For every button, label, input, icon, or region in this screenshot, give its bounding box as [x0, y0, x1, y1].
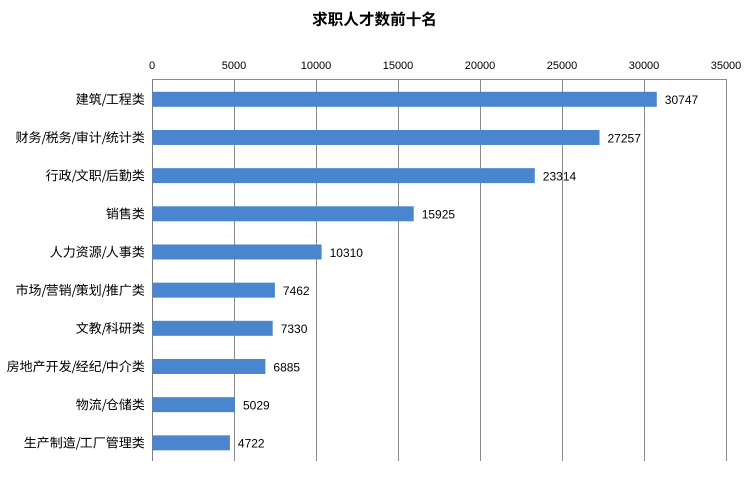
svg-text:30000: 30000: [629, 60, 660, 72]
svg-text:15000: 15000: [383, 60, 414, 72]
svg-text:6885: 6885: [273, 360, 300, 374]
svg-text:23314: 23314: [543, 170, 577, 184]
svg-text:7462: 7462: [283, 284, 310, 298]
svg-text:25000: 25000: [547, 60, 578, 72]
svg-text:7330: 7330: [281, 322, 308, 336]
svg-text:20000: 20000: [465, 60, 496, 72]
svg-text:15925: 15925: [422, 208, 456, 222]
svg-text:5000: 5000: [222, 60, 246, 72]
svg-text:10310: 10310: [330, 246, 364, 260]
svg-text:0: 0: [149, 60, 155, 72]
svg-text:35000: 35000: [711, 60, 742, 72]
svg-text:4722: 4722: [238, 437, 265, 451]
svg-text:10000: 10000: [301, 60, 332, 72]
svg-text:30747: 30747: [665, 93, 699, 107]
svg-text:27257: 27257: [608, 131, 642, 145]
svg-text:5029: 5029: [243, 399, 270, 413]
